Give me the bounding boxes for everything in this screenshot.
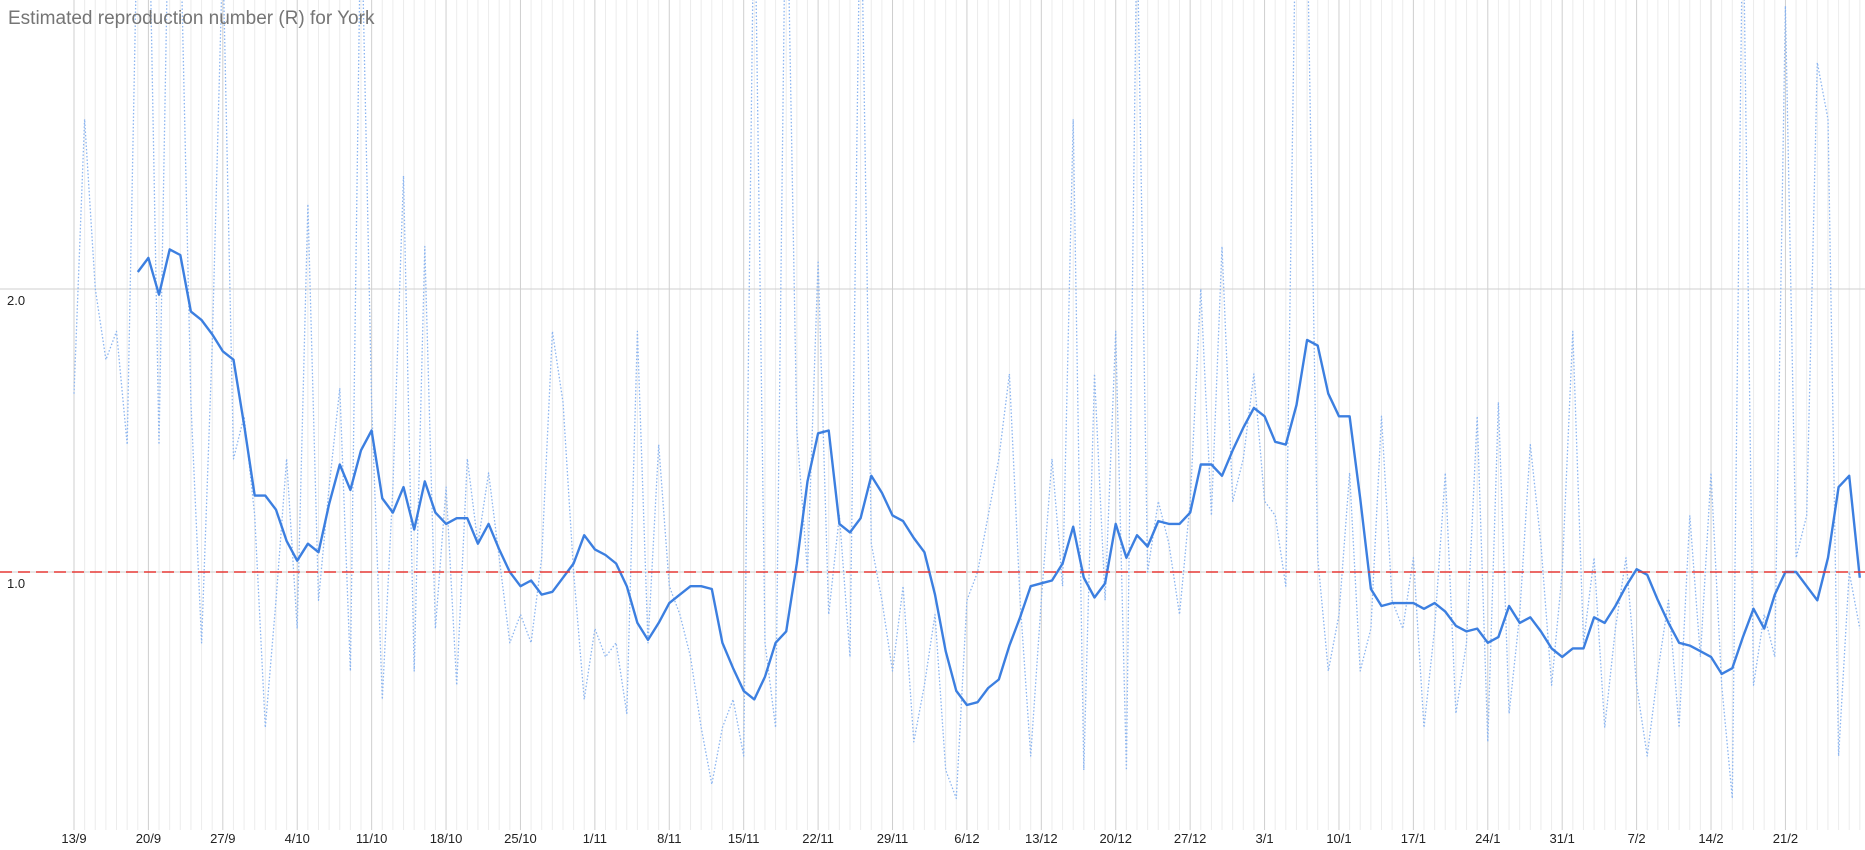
x-tick-label: 13/12 <box>1025 831 1058 846</box>
x-tick-label: 21/2 <box>1773 831 1798 846</box>
x-tick-label: 13/9 <box>61 831 86 846</box>
x-tick-label: 4/10 <box>285 831 310 846</box>
x-tick-label: 8/11 <box>657 831 681 846</box>
chart-title: Estimated reproduction number (R) for Yo… <box>8 8 375 29</box>
plot-area <box>0 0 1865 800</box>
x-tick-label: 22/11 <box>802 831 834 846</box>
x-tick-label: 3/1 <box>1256 831 1274 846</box>
x-tick-label: 29/11 <box>877 831 909 846</box>
x-tick-label: 27/12 <box>1174 831 1207 846</box>
x-tick-label: 27/9 <box>210 831 235 846</box>
grid <box>0 0 1865 830</box>
x-tick-label: 14/2 <box>1698 831 1723 846</box>
x-tick-label: 31/1 <box>1550 831 1575 846</box>
series-line <box>136 248 1861 707</box>
x-tick-label: 25/10 <box>504 831 537 846</box>
x-tick-label: 1/11 <box>583 831 607 846</box>
x-tick-label: 10/1 <box>1326 831 1351 846</box>
x-tick-label: 24/1 <box>1475 831 1500 846</box>
x-tick-label: 15/11 <box>728 831 760 846</box>
labels: 13/9 20/9 27/9 4/10 11/10 18/10 25/10 1/11 8/11 1… <box>7 293 1798 846</box>
y-tick-label: 1.0 <box>7 576 25 591</box>
x-tick-label: 11/10 <box>356 831 388 846</box>
x-tick-label: 20/12 <box>1099 831 1132 846</box>
x-tick-label: 6/12 <box>954 831 979 846</box>
x-tick-label: 7/2 <box>1628 831 1646 846</box>
x-tick-label: 17/1 <box>1401 831 1426 846</box>
y-tick-label: 2.0 <box>7 293 25 308</box>
x-tick-label: 20/9 <box>136 831 161 846</box>
x-tick-label: 18/10 <box>430 831 463 846</box>
